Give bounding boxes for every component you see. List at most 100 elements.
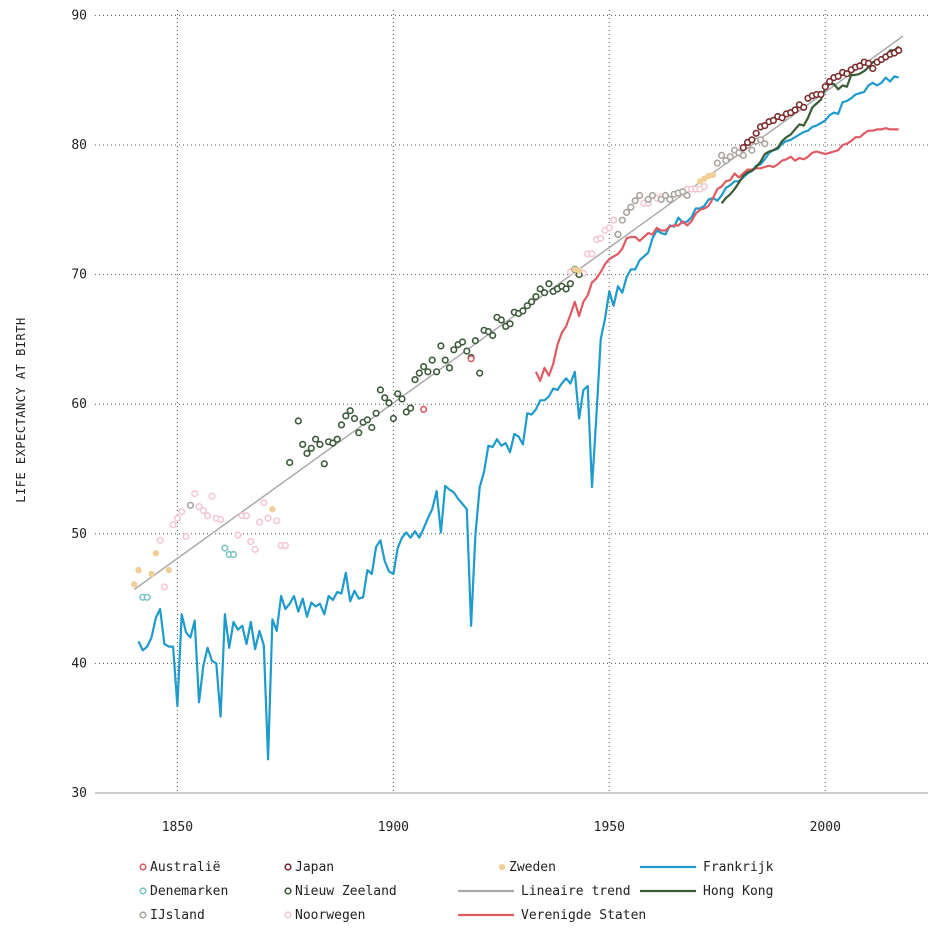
data-point [389,414,398,423]
data-point [363,416,372,424]
data-point [385,399,393,407]
data-point [255,518,264,526]
data-point [135,566,142,574]
data-point [769,116,778,124]
data-point [204,512,212,520]
data-point [825,77,834,86]
data-point [402,408,410,416]
data-point [497,316,505,324]
data-point [173,514,181,522]
data-point [273,517,281,525]
legend-swatch-marker [139,863,147,871]
data-point [648,191,657,200]
data-point [368,423,376,432]
data-point [644,195,652,203]
data-point [208,492,216,500]
data-point [800,103,808,111]
data-point [450,346,458,354]
data-point [294,417,302,425]
data-point [178,508,186,516]
data-point [540,289,549,297]
series-australi [420,355,475,414]
y-axis-title: LIFE EXPECTANCY AT BIRTH [14,317,28,502]
data-point [679,188,687,196]
legend-swatch-marker [284,863,292,871]
data-point [152,550,159,557]
data-point [566,280,575,288]
legend-label: Australië [150,860,221,875]
axes: 30 40 50 60 70 80 90 1850 1900 1950 2000 [71,8,928,835]
plot-area [131,35,904,761]
data-point [251,545,259,554]
data-point [333,435,341,443]
x-tick-label: 1950 [594,820,625,835]
data-point [264,514,272,522]
grid [95,10,928,793]
data-point [506,320,514,328]
data-point [869,64,877,73]
data-point [756,136,765,144]
data-point [441,356,449,364]
data-point [471,337,480,345]
data-point [247,537,255,546]
series-denemarken [139,544,238,601]
legend-label: Verenigde Staten [521,908,646,923]
data-point [864,59,873,68]
data-point [527,298,536,306]
data-point [445,364,454,372]
data-point [350,414,359,423]
legend-label: Denemarken [150,884,228,899]
data-point [303,449,311,458]
data-point [281,541,290,550]
data-point [394,390,402,398]
series-frankrijk [137,75,900,761]
data-point [834,72,842,80]
data-point [411,376,419,384]
data-point [895,46,903,55]
data-point [761,121,769,130]
data-point [182,532,190,541]
data-point [433,368,441,376]
data-point [316,440,324,449]
data-point [260,499,268,507]
data-point [186,501,194,509]
data-point [463,347,471,355]
data-point [376,386,385,394]
data-point [428,356,436,364]
data-point [312,435,320,443]
legend-swatch-marker [139,887,147,895]
data-point [234,531,242,539]
legend-item-verenigde-staten: Verenigde Staten [458,908,646,923]
data-point [717,151,726,159]
legend-label: Nieuw Zeeland [295,884,397,899]
legend-label: IJsland [150,908,205,923]
y-tick-label: 40 [71,656,87,671]
data-point [437,342,445,350]
data-point [337,421,346,429]
data-point [519,307,527,315]
data-point [618,216,626,224]
series-verenigde-staten [534,127,899,382]
data-point [191,490,199,498]
data-point [458,338,467,346]
legend-item-frankrijk: Frankrijk [640,860,774,875]
data-point [821,83,829,91]
data-point [329,439,337,447]
legend-swatch-marker [139,911,147,919]
series-line-frankrijk [137,75,900,761]
y-tick-label: 50 [71,527,87,542]
legend-item-ijsland: IJsland [139,908,205,923]
data-point [588,250,596,258]
legend-item-noorwegen: Noorwegen [284,908,365,923]
data-point [700,182,708,191]
data-point [843,70,851,78]
data-point [420,363,428,371]
data-point [424,368,432,376]
data-point [299,440,307,449]
series-zweden [131,171,717,588]
legend-swatch-marker [284,911,292,919]
y-tick-label: 80 [71,138,87,153]
data-point [169,521,177,529]
data-point [342,412,350,420]
legend-item-lineaire-trend: Lineaire trend [458,884,631,899]
